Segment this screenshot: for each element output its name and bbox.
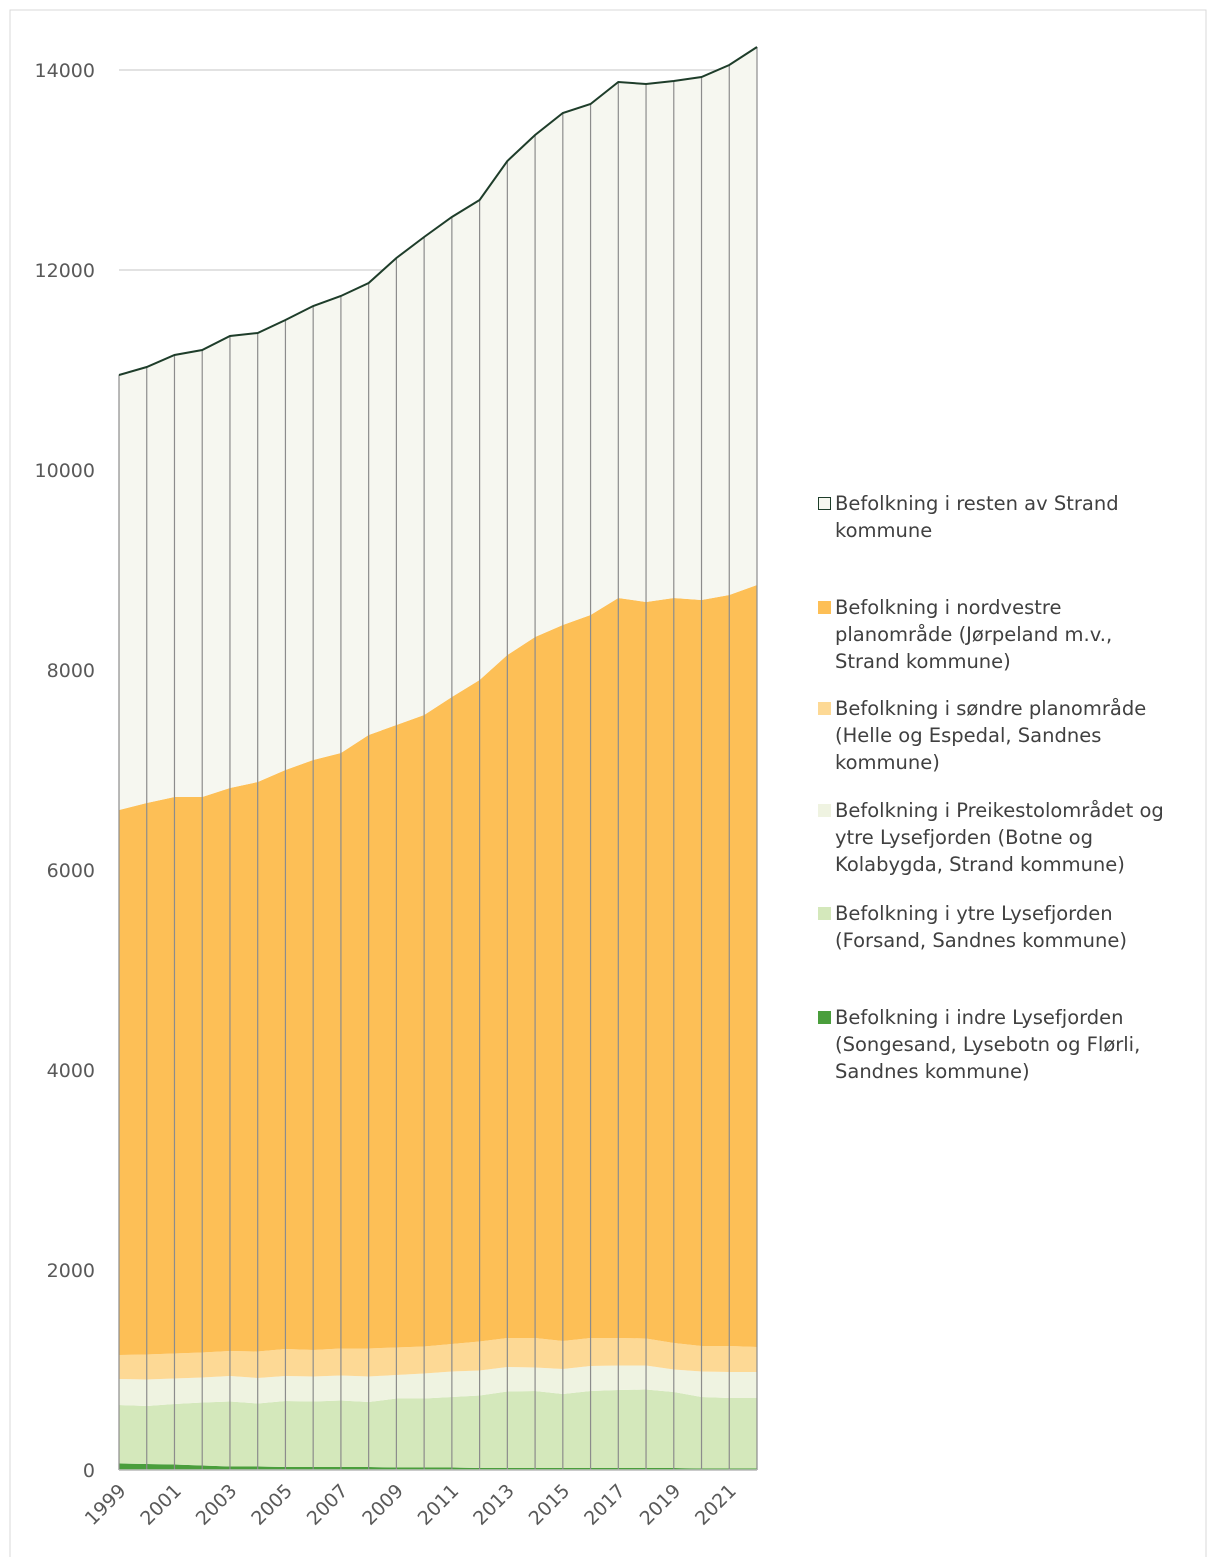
area-edge xyxy=(118,46,758,376)
x-tick-label: 2017 xyxy=(580,1480,630,1530)
frame xyxy=(9,9,1207,1557)
x-tick-label: 2007 xyxy=(303,1480,353,1530)
area xyxy=(119,47,757,810)
area xyxy=(119,1389,757,1469)
y-tick-label: 10000 xyxy=(35,460,95,482)
legend-item: Befolkning i resten av Strand kommune xyxy=(818,490,1178,544)
y-tick-label: 4000 xyxy=(47,1060,95,1082)
y-tick-label: 8000 xyxy=(47,660,95,682)
y-tick-label: 14000 xyxy=(35,60,95,82)
area xyxy=(119,1463,757,1470)
x-tick-label: 2019 xyxy=(636,1480,686,1530)
x-tick-label: 1999 xyxy=(81,1480,131,1530)
x-tick-label: 2015 xyxy=(525,1480,575,1530)
legend-label: Befolkning i resten av Strand kommune xyxy=(835,492,1119,542)
y-tick-label: 0 xyxy=(83,1460,95,1482)
legend-item: Befolkning i indre Lysefjorden (Songesan… xyxy=(818,1004,1178,1085)
x-tick-label: 2005 xyxy=(247,1480,297,1530)
legend-label: Befolkning i indre Lysefjorden (Songesan… xyxy=(835,1006,1141,1083)
legend-swatch xyxy=(818,497,831,510)
legend-item: Befolkning i ytre Lysefjorden (Forsand, … xyxy=(818,900,1178,954)
x-tick-label: 2011 xyxy=(414,1480,464,1530)
legend-label: Befolkning i ytre Lysefjorden (Forsand, … xyxy=(835,902,1127,952)
x-tick-label: 2003 xyxy=(192,1480,242,1530)
legend-item: Befolkning i nordvestre planområde (Jørp… xyxy=(818,594,1178,675)
legend-item: Befolkning i Preikestolområdet og ytre L… xyxy=(818,797,1178,878)
legend-item: Befolkning i søndre planområde (Helle og… xyxy=(818,695,1178,776)
x-tick-label: 2001 xyxy=(136,1480,186,1530)
legend-label: Befolkning i Preikestolområdet og ytre L… xyxy=(835,799,1164,876)
legend-label: Befolkning i søndre planområde (Helle og… xyxy=(835,697,1147,774)
legend-label: Befolkning i nordvestre planområde (Jørp… xyxy=(835,596,1113,673)
area xyxy=(119,1365,757,1406)
y-tick-label: 6000 xyxy=(47,860,95,882)
area xyxy=(119,585,757,1355)
x-tick-label: 2021 xyxy=(691,1480,741,1530)
legend-swatch xyxy=(818,702,831,715)
legend-swatch xyxy=(818,907,831,920)
legend-swatch xyxy=(818,1011,831,1024)
x-tick-label: 2013 xyxy=(469,1480,519,1530)
legend-swatch xyxy=(818,601,831,614)
y-tick-label: 2000 xyxy=(47,1260,95,1282)
legend-swatch xyxy=(818,804,831,817)
y-tick-label: 12000 xyxy=(35,260,95,282)
x-tick-label: 2009 xyxy=(358,1480,408,1530)
area xyxy=(119,1338,757,1380)
